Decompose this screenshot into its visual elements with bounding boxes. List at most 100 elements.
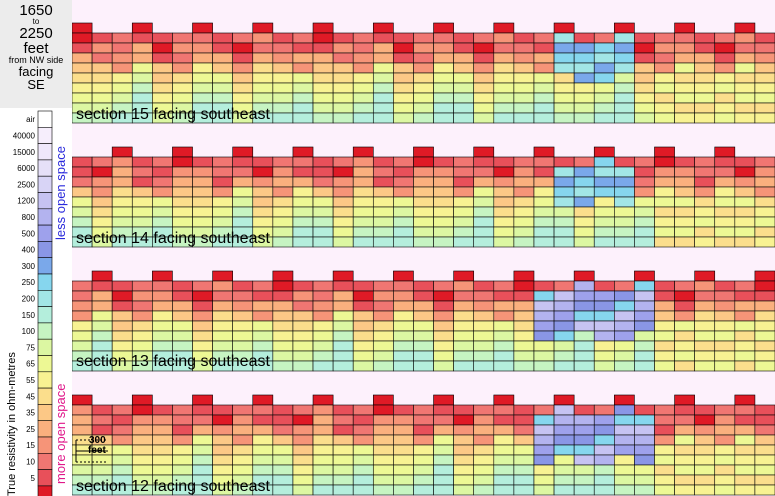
heatmap-cell xyxy=(272,42,294,54)
heatmap-cell xyxy=(634,112,655,124)
heatmap-cell xyxy=(252,464,274,476)
heatmap-cell xyxy=(493,166,515,178)
heatmap-cell xyxy=(513,310,535,322)
heatmap-cell xyxy=(614,360,635,372)
heatmap-cell xyxy=(413,310,434,322)
heatmap-cell xyxy=(232,206,254,218)
heatmap-cell xyxy=(593,166,615,178)
heatmap-cell xyxy=(593,236,615,248)
heatmap-cell xyxy=(453,52,475,64)
heatmap-cell xyxy=(573,226,595,238)
heatmap-cell xyxy=(734,484,756,496)
heatmap-cell xyxy=(252,414,274,426)
heatmap-cell xyxy=(292,32,314,44)
heatmap-cell xyxy=(533,186,555,198)
heatmap-cell xyxy=(91,414,113,426)
heatmap-cell xyxy=(453,330,475,342)
legend-label: 800 xyxy=(22,213,36,222)
heatmap-cell xyxy=(372,42,394,54)
heatmap-cell xyxy=(91,82,113,94)
heatmap-cell xyxy=(332,300,354,312)
heatmap-cell xyxy=(131,52,153,64)
legend-bottom-annotation: more open space xyxy=(53,384,68,484)
heatmap-cell xyxy=(453,156,475,168)
heatmap-cell xyxy=(232,300,254,312)
heatmap-cell xyxy=(312,92,334,104)
range-unit: feet xyxy=(23,40,49,57)
heatmap-cell xyxy=(152,186,173,198)
heatmap-cell xyxy=(473,176,495,188)
heatmap-cell xyxy=(634,166,655,178)
heatmap-cell xyxy=(292,72,314,84)
heatmap-cell xyxy=(533,320,555,332)
heatmap-cell xyxy=(111,414,133,426)
heatmap-cell xyxy=(131,310,153,322)
heatmap-cell xyxy=(212,340,233,352)
heatmap-cell xyxy=(192,52,213,64)
heatmap-cell xyxy=(573,414,595,426)
heatmap-cell xyxy=(533,464,555,476)
heatmap-cell xyxy=(292,112,314,124)
heatmap-cell xyxy=(131,434,153,446)
heatmap-cell xyxy=(232,32,254,44)
heatmap-cell xyxy=(212,320,233,332)
legend-label: 250 xyxy=(22,278,36,287)
heatmap-cell xyxy=(634,360,655,372)
heatmap-cell xyxy=(232,156,254,168)
heatmap-cell xyxy=(453,216,475,228)
heatmap-cell xyxy=(292,474,314,486)
heatmap-cell xyxy=(172,52,193,64)
heatmap-cell xyxy=(91,42,113,54)
heatmap-cell xyxy=(513,434,535,446)
heatmap-cell xyxy=(272,464,294,476)
heatmap-cell xyxy=(352,226,374,238)
heatmap-cell xyxy=(172,196,193,208)
heatmap-cell xyxy=(312,112,334,124)
heatmap-cell xyxy=(654,300,675,312)
heatmap-cell xyxy=(654,166,675,178)
heatmap-cell xyxy=(714,350,736,362)
heatmap-cell xyxy=(473,206,495,218)
heatmap-cell xyxy=(654,112,675,124)
heatmap-cell xyxy=(714,444,736,456)
heatmap-cell xyxy=(754,444,775,456)
heatmap-cell xyxy=(473,236,495,248)
heatmap-cell xyxy=(72,330,93,342)
heatmap-cell xyxy=(714,454,736,466)
heatmap-cell xyxy=(152,434,173,446)
heatmap-cell xyxy=(172,444,193,456)
heatmap-cell xyxy=(91,300,113,312)
heatmap-cell xyxy=(111,92,133,104)
heatmap-cell xyxy=(674,186,695,198)
heatmap-cell xyxy=(473,226,495,238)
heatmap-cell xyxy=(292,196,314,208)
heatmap-cell xyxy=(754,270,775,282)
heatmap-cell xyxy=(493,186,515,198)
heatmap-cell xyxy=(172,424,193,436)
heatmap-cell xyxy=(634,92,655,104)
scale-bar-value: 300 xyxy=(89,435,106,446)
heatmap-cell xyxy=(212,62,233,74)
heatmap-cell xyxy=(493,22,515,34)
heatmap-cell xyxy=(393,206,414,218)
heatmap-cell xyxy=(654,186,675,198)
heatmap-cell xyxy=(553,62,575,74)
legend-swatch xyxy=(37,257,53,275)
heatmap-cell xyxy=(614,216,635,228)
heatmap-cell xyxy=(131,404,153,416)
heatmap-cell xyxy=(593,156,615,168)
heatmap-cell xyxy=(714,280,736,292)
heatmap-cell xyxy=(393,92,414,104)
heatmap-cell xyxy=(533,156,555,168)
heatmap-cell xyxy=(192,82,213,94)
heatmap-cell xyxy=(332,216,354,228)
heatmap-cell xyxy=(754,32,775,44)
legend-swatch xyxy=(37,241,53,258)
heatmap-cell xyxy=(111,206,133,218)
heatmap-cell xyxy=(694,444,716,456)
heatmap-cell xyxy=(714,290,736,302)
heatmap-cell xyxy=(614,434,635,446)
heatmap-cell xyxy=(393,290,414,302)
heatmap-cell xyxy=(433,82,454,94)
heatmap-cell xyxy=(91,280,113,292)
